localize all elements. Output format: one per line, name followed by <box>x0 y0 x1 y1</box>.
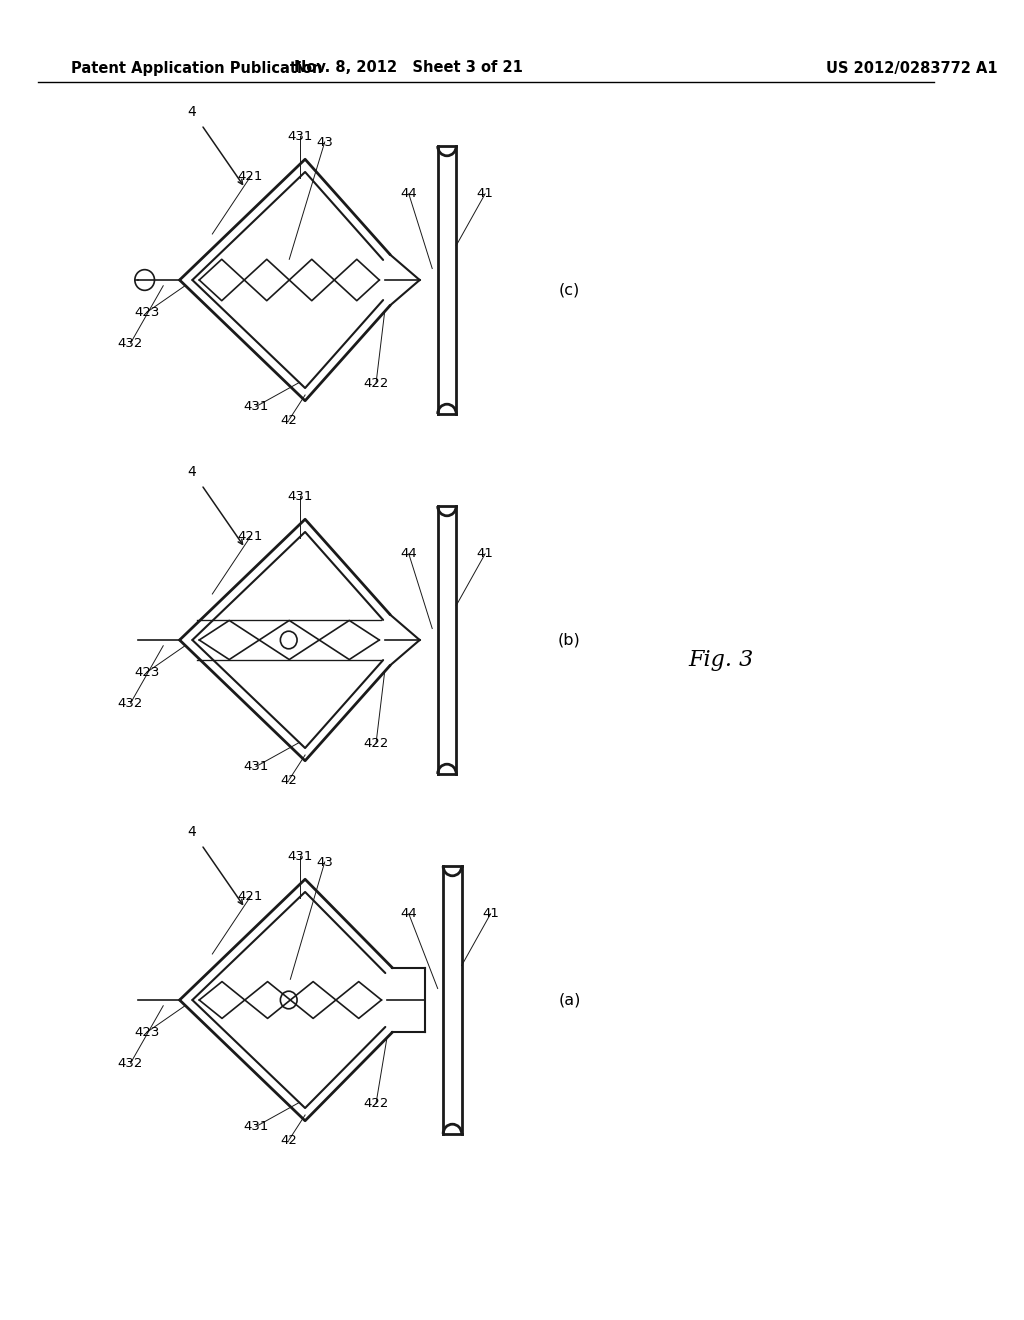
Text: 431: 431 <box>244 760 268 774</box>
Text: 431: 431 <box>287 490 312 503</box>
Text: Nov. 8, 2012   Sheet 3 of 21: Nov. 8, 2012 Sheet 3 of 21 <box>294 61 522 75</box>
Text: 42: 42 <box>281 774 297 787</box>
Text: 422: 422 <box>364 737 389 750</box>
Text: 432: 432 <box>118 697 143 710</box>
Text: 423: 423 <box>134 1026 160 1039</box>
Text: 4: 4 <box>187 825 196 840</box>
Text: 43: 43 <box>316 855 333 869</box>
Text: (c): (c) <box>559 282 580 297</box>
Text: 42: 42 <box>281 413 297 426</box>
Text: Patent Application Publication: Patent Application Publication <box>72 61 323 75</box>
Text: 44: 44 <box>400 548 417 560</box>
Text: US 2012/0283772 A1: US 2012/0283772 A1 <box>825 61 997 75</box>
Text: 431: 431 <box>244 1119 268 1133</box>
Text: 423: 423 <box>134 306 160 318</box>
Text: 422: 422 <box>364 378 389 389</box>
Text: 4: 4 <box>187 465 196 479</box>
Text: (a): (a) <box>558 993 581 1007</box>
Text: 41: 41 <box>482 907 499 920</box>
Text: (b): (b) <box>558 632 581 648</box>
Text: 421: 421 <box>238 890 263 903</box>
Text: 4: 4 <box>187 106 196 119</box>
Text: 431: 431 <box>287 850 312 863</box>
Text: 432: 432 <box>118 1057 143 1069</box>
Text: 42: 42 <box>281 1134 297 1147</box>
Text: 43: 43 <box>316 136 333 149</box>
Text: 421: 421 <box>238 170 263 183</box>
Text: 44: 44 <box>400 907 417 920</box>
Text: Fig. 3: Fig. 3 <box>688 649 754 671</box>
Text: 41: 41 <box>477 548 494 560</box>
Text: 431: 431 <box>244 400 268 413</box>
Text: 431: 431 <box>287 129 312 143</box>
Text: 422: 422 <box>364 1097 389 1110</box>
Text: 44: 44 <box>400 187 417 201</box>
Text: 421: 421 <box>238 531 263 543</box>
Text: 432: 432 <box>118 337 143 350</box>
Text: 41: 41 <box>477 187 494 201</box>
Text: 423: 423 <box>134 665 160 678</box>
